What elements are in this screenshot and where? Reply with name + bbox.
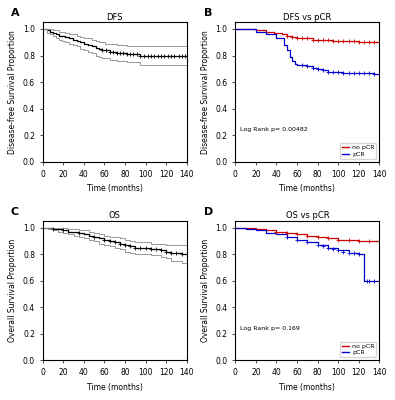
- Text: C: C: [11, 207, 19, 217]
- X-axis label: Time (months): Time (months): [87, 383, 143, 392]
- Text: Log Rank p= 0.00482: Log Rank p= 0.00482: [240, 127, 307, 132]
- Title: DFS vs pCR: DFS vs pCR: [283, 12, 331, 22]
- X-axis label: Time (months): Time (months): [279, 383, 335, 392]
- Legend: no pCR, pCR: no pCR, pCR: [340, 342, 376, 357]
- Text: Log Rank p= 0.169: Log Rank p= 0.169: [240, 326, 299, 331]
- Text: A: A: [11, 8, 20, 18]
- X-axis label: Time (months): Time (months): [87, 184, 143, 193]
- X-axis label: Time (months): Time (months): [279, 184, 335, 193]
- Title: OS: OS: [109, 211, 120, 220]
- Text: D: D: [203, 207, 213, 217]
- Y-axis label: Overall Survival Proportion: Overall Survival Proportion: [8, 239, 17, 342]
- Legend: no pCR, pCR: no pCR, pCR: [340, 143, 376, 159]
- Title: DFS: DFS: [107, 12, 123, 22]
- Title: OS vs pCR: OS vs pCR: [286, 211, 329, 220]
- Text: B: B: [203, 8, 212, 18]
- Y-axis label: Overall Survival Proportion: Overall Survival Proportion: [201, 239, 210, 342]
- Y-axis label: Disease-free Survival Proportion: Disease-free Survival Proportion: [8, 30, 17, 154]
- Y-axis label: Disease-free Survival Proportion: Disease-free Survival Proportion: [201, 30, 210, 154]
